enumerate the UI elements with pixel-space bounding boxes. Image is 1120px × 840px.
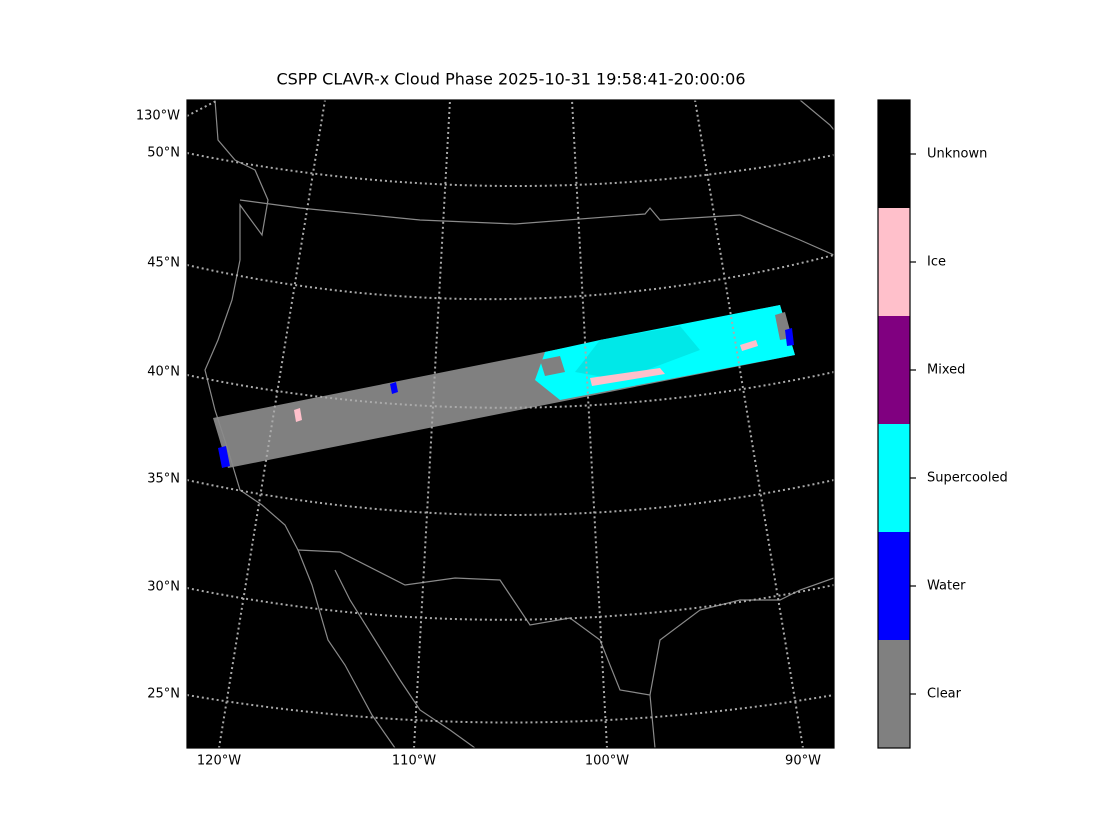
colorbar-segment xyxy=(878,640,910,748)
lat-label: 50°N xyxy=(147,146,180,161)
colorbar-segment xyxy=(878,208,910,316)
axis-labels: 130°W 50°N 45°N 40°N 35°N 30°N 25°N 120°W 110°W 1… xyxy=(136,109,821,769)
colorbar: Clear Water Supercooled Mixed Ice Unknown xyxy=(877,99,1008,749)
colorbar-label: Supercooled xyxy=(927,471,1008,486)
lat-label: 40°N xyxy=(147,365,180,380)
map-frame xyxy=(186,99,835,749)
lat-label: 25°N xyxy=(147,687,180,702)
lat-label: 30°N xyxy=(147,580,180,595)
lon-label: 100°W xyxy=(585,754,629,769)
colorbar-segment xyxy=(878,424,910,532)
colorbar-label: Unknown xyxy=(927,147,987,162)
colorbar-label: Clear xyxy=(927,687,962,702)
lat-label: 45°N xyxy=(147,256,180,271)
colorbar-segment xyxy=(878,532,910,640)
lon-label: 110°W xyxy=(392,754,436,769)
coastlines xyxy=(204,100,834,748)
colorbar-segment xyxy=(878,316,910,424)
colorbar-segment xyxy=(878,100,910,208)
lat-label: 130°W xyxy=(136,109,180,124)
colorbar-label: Water xyxy=(927,579,966,594)
lon-label: 90°W xyxy=(785,754,821,769)
colorbar-label: Ice xyxy=(927,255,946,270)
colorbar-frame xyxy=(877,99,911,749)
graticule xyxy=(187,100,834,748)
map-title: CSPP CLAVR-x Cloud Phase 2025-10-31 19:5… xyxy=(276,70,745,89)
lon-label: 120°W xyxy=(197,754,241,769)
swath xyxy=(213,305,795,468)
lat-label: 35°N xyxy=(147,472,180,487)
colorbar-label: Mixed xyxy=(927,363,965,378)
map-content xyxy=(187,100,834,748)
